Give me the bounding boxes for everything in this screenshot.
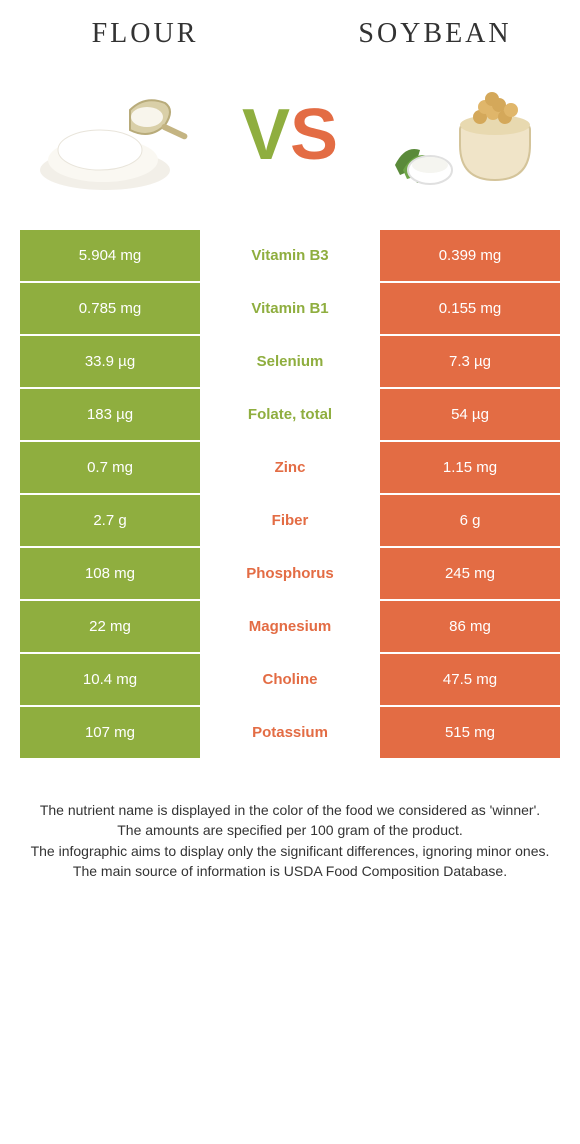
footnote-line: The amounts are specified per 100 gram o…	[30, 820, 550, 840]
vs-row: VS	[0, 60, 580, 230]
flour-title: Flour	[0, 18, 290, 50]
footnote-line: The main source of information is USDA F…	[30, 861, 550, 881]
table-row: 107 mgPotassium515 mg	[20, 707, 560, 758]
table-row: 183 µgFolate, total54 µg	[20, 389, 560, 440]
table-row: 10.4 mgCholine47.5 mg	[20, 654, 560, 705]
flour-value-cell: 5.904 mg	[20, 230, 200, 281]
vs-v-letter: V	[242, 95, 290, 175]
nutrient-name-cell: Potassium	[200, 707, 380, 758]
nutrient-name-cell: Selenium	[200, 336, 380, 387]
soybean-value-cell: 54 µg	[380, 389, 560, 440]
nutrient-name-cell: Phosphorus	[200, 548, 380, 599]
comparison-table: 5.904 mgVitamin B30.399 mg0.785 mgVitami…	[20, 230, 560, 758]
nutrient-name-cell: Magnesium	[200, 601, 380, 652]
soybean-value-cell: 515 mg	[380, 707, 560, 758]
soybean-value-cell: 1.15 mg	[380, 442, 560, 493]
soybean-value-cell: 245 mg	[380, 548, 560, 599]
footnote-line: The nutrient name is displayed in the co…	[30, 800, 550, 820]
flour-value-cell: 10.4 mg	[20, 654, 200, 705]
header: Flour Soybean	[0, 0, 580, 60]
flour-value-cell: 0.785 mg	[20, 283, 200, 334]
flour-value-cell: 33.9 µg	[20, 336, 200, 387]
table-row: 108 mgPhosphorus245 mg	[20, 548, 560, 599]
soybean-value-cell: 47.5 mg	[380, 654, 560, 705]
nutrient-name-cell: Vitamin B3	[200, 230, 380, 281]
soybean-image	[380, 70, 550, 200]
nutrient-name-cell: Choline	[200, 654, 380, 705]
footnotes: The nutrient name is displayed in the co…	[0, 760, 580, 881]
table-row: 5.904 mgVitamin B30.399 mg	[20, 230, 560, 281]
table-row: 2.7 gFiber6 g	[20, 495, 560, 546]
nutrient-name-cell: Folate, total	[200, 389, 380, 440]
soybean-title: Soybean	[290, 18, 580, 50]
flour-value-cell: 0.7 mg	[20, 442, 200, 493]
table-row: 0.785 mgVitamin B10.155 mg	[20, 283, 560, 334]
soybean-value-cell: 86 mg	[380, 601, 560, 652]
flour-value-cell: 183 µg	[20, 389, 200, 440]
vs-s-letter: S	[290, 95, 338, 175]
soybean-value-cell: 6 g	[380, 495, 560, 546]
flour-value-cell: 108 mg	[20, 548, 200, 599]
soybean-value-cell: 0.399 mg	[380, 230, 560, 281]
soybean-value-cell: 0.155 mg	[380, 283, 560, 334]
footnote-line: The infographic aims to display only the…	[30, 841, 550, 861]
nutrient-name-cell: Zinc	[200, 442, 380, 493]
flour-value-cell: 22 mg	[20, 601, 200, 652]
nutrient-name-cell: Fiber	[200, 495, 380, 546]
flour-value-cell: 2.7 g	[20, 495, 200, 546]
soybean-value-cell: 7.3 µg	[380, 336, 560, 387]
table-row: 0.7 mgZinc1.15 mg	[20, 442, 560, 493]
flour-value-cell: 107 mg	[20, 707, 200, 758]
table-row: 22 mgMagnesium86 mg	[20, 601, 560, 652]
table-row: 33.9 µgSelenium7.3 µg	[20, 336, 560, 387]
flour-image	[30, 70, 200, 200]
vs-label: VS	[242, 94, 338, 176]
nutrient-name-cell: Vitamin B1	[200, 283, 380, 334]
